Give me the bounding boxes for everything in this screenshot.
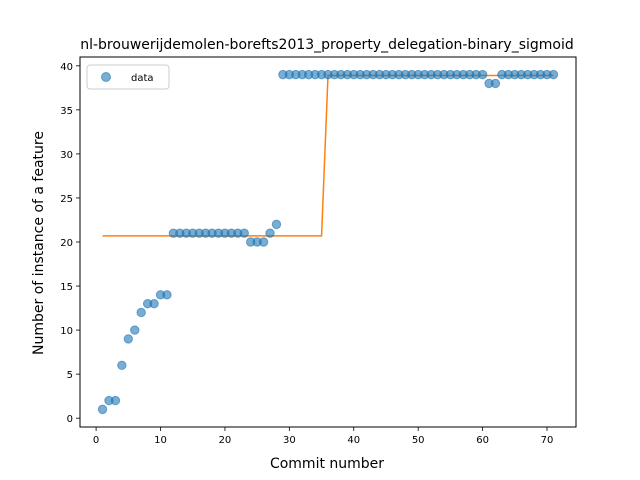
y-tick-label-35: 35 [60, 106, 73, 117]
plot-area [97, 69, 559, 415]
x-tick-label-40: 40 [347, 435, 360, 446]
x-tick-label-60: 60 [476, 435, 489, 446]
data-point [477, 69, 488, 80]
data-point [490, 78, 501, 89]
legend-label-data: data [131, 73, 154, 84]
data-point [548, 69, 559, 80]
x-axis-ticks: 0 10 20 30 40 50 60 70 [93, 427, 553, 446]
data-point [136, 307, 146, 318]
y-tick-label-5: 5 [67, 370, 73, 381]
x-tick-label-0: 0 [93, 435, 99, 446]
data-point [162, 290, 172, 300]
y-tick-label-40: 40 [60, 62, 73, 73]
y-tick-label-20: 20 [60, 238, 73, 249]
data-point [239, 228, 249, 238]
data-point [265, 228, 275, 238]
y-tick-label-30: 30 [60, 150, 73, 161]
y-axis-ticks: 0 5 10 15 20 25 30 35 40 [60, 62, 80, 425]
y-tick-label-15: 15 [60, 282, 73, 293]
y-tick-label-25: 25 [60, 194, 73, 205]
data-point [123, 334, 134, 344]
legend-marker-data [101, 72, 111, 82]
data-point [258, 237, 269, 247]
y-axis-label: Number of instance of a feature [31, 131, 47, 355]
x-tick-label-10: 10 [154, 435, 167, 446]
data-point [117, 360, 127, 371]
legend: data [86, 64, 170, 90]
data-point [271, 219, 282, 230]
data-point [130, 325, 140, 335]
legend-box [86, 64, 170, 90]
data-point [110, 395, 121, 406]
x-tick-label-30: 30 [283, 435, 296, 446]
x-tick-label-20: 20 [219, 435, 232, 446]
x-tick-label-50: 50 [412, 435, 425, 446]
fit-line [102, 74, 554, 237]
y-tick-label-0: 0 [67, 414, 73, 425]
data-point [97, 404, 108, 415]
x-axis-label: Commit number [270, 456, 384, 472]
axes-frame [79, 56, 577, 428]
y-tick-label-10: 10 [60, 326, 73, 337]
x-tick-label-70: 70 [541, 435, 554, 446]
chart-title: nl-brouwerijdemolen-borefts2013_property… [80, 37, 574, 53]
data-point [149, 298, 159, 309]
